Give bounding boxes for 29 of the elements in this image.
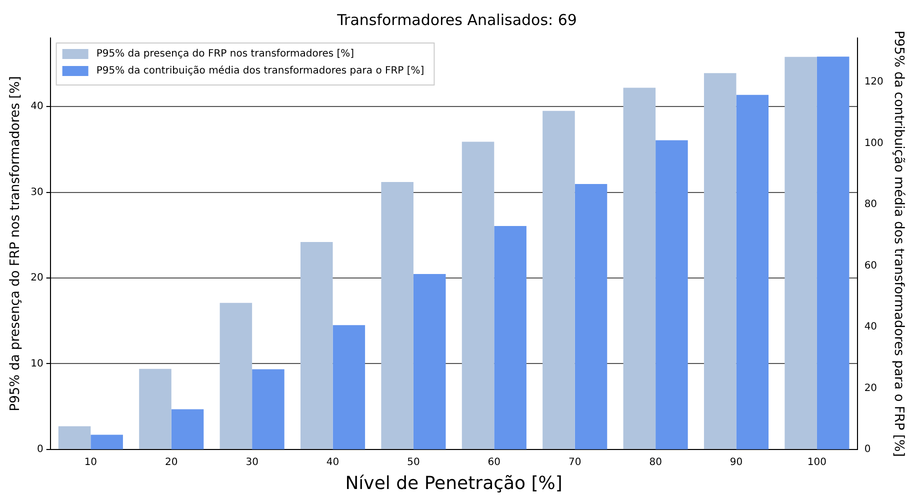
y-tick-label: 0: [36, 444, 44, 455]
x-tick-label: 90: [730, 456, 743, 468]
y-tick-label: 20: [30, 272, 44, 284]
x-tick-label: 40: [326, 456, 340, 468]
bar: [139, 368, 172, 449]
y2-tick-label: 60: [864, 260, 878, 272]
y-axis-title: P95% da presença do FRP nos transformadores [%]: [8, 76, 24, 412]
y2-tick-label: 80: [864, 199, 878, 210]
x-tick-label: 20: [165, 456, 178, 468]
x-tick-label: 10: [84, 456, 98, 468]
x-tick-label: 50: [407, 456, 420, 468]
legend-label: P95% da contribuição média dos transformadores para o FRP [%]: [96, 66, 424, 77]
x-axis-title: Nível de Penetração [%]: [345, 472, 562, 494]
y2-tick-label: 40: [864, 322, 878, 333]
y2-tick-label: 0: [864, 444, 871, 455]
y2-tick-label: 120: [864, 76, 884, 88]
y2-tick-label: 100: [864, 138, 884, 149]
x-tick-label: 70: [568, 456, 582, 468]
x-tick-label: 100: [807, 456, 827, 468]
y-tick-label: 40: [30, 101, 44, 112]
legend-label: P95% da presença do FRP nos transformadores [%]: [96, 48, 354, 60]
y-tick-label: 30: [30, 186, 44, 198]
x-tick-label: 30: [246, 456, 258, 468]
x-tick-label: 80: [649, 456, 662, 468]
y-tick-label: 10: [30, 358, 44, 370]
x-tick-label: 60: [488, 456, 501, 468]
y2-axis-title: P95% da contribuição média dos transformadores para o FRP [%]: [890, 30, 906, 457]
y2-tick-label: 20: [864, 382, 878, 394]
chart-title: Transformadores Analisados: 69: [336, 10, 577, 29]
